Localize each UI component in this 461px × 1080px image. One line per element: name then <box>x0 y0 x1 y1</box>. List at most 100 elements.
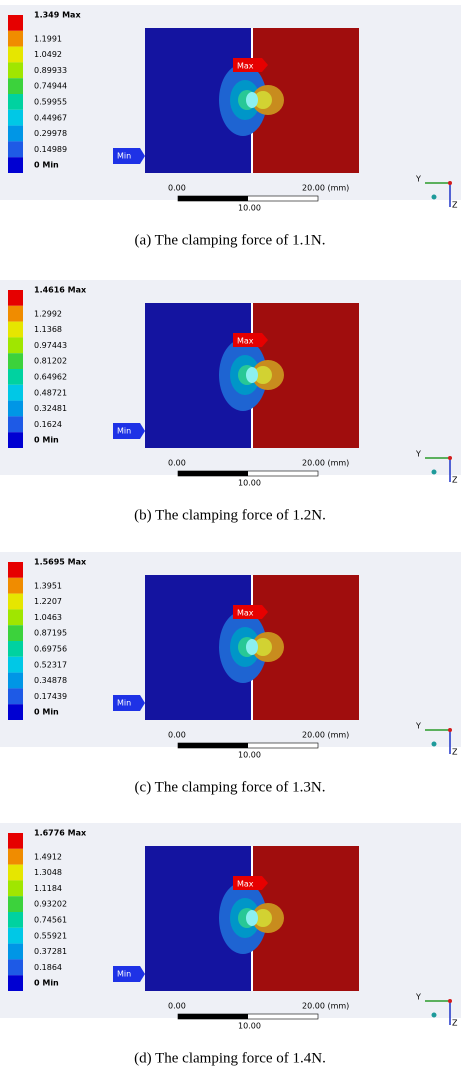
legend-label: 1.4912 <box>34 852 62 861</box>
legend-label: 0.87195 <box>34 629 67 638</box>
legend-label: 1.2207 <box>34 597 62 606</box>
legend-swatch <box>8 401 23 417</box>
legend-swatch <box>8 704 23 720</box>
axis-y-label: Y <box>415 722 421 731</box>
min-tag-label: Min <box>117 152 131 161</box>
legend-label: 1.5695 Max <box>34 558 87 567</box>
legend-swatch <box>8 432 23 448</box>
legend-label: 0.69756 <box>34 645 67 654</box>
max-tag-label: Max <box>237 337 254 346</box>
legend-label: 0.17439 <box>34 692 67 701</box>
scale-bar-half <box>178 471 248 476</box>
legend-label: 1.0492 <box>34 50 62 59</box>
legend-label: 0.55921 <box>34 931 67 940</box>
legend-swatch <box>8 896 23 912</box>
legend-label: 1.349 Max <box>34 11 81 20</box>
scale-mid: 10.00 <box>238 479 261 488</box>
legend-label: 0.48721 <box>34 388 67 397</box>
contour <box>246 92 258 108</box>
legend-label: 0.29978 <box>34 129 67 138</box>
triad-dot <box>432 1013 437 1018</box>
scale-start: 0.00 <box>168 1002 186 1011</box>
triad-dot <box>432 742 437 747</box>
legend-label: 1.1368 <box>34 325 62 334</box>
legend-swatch <box>8 78 23 94</box>
legend-swatch <box>8 15 23 31</box>
scale-bar-half <box>178 743 248 748</box>
legend-label: 1.1991 <box>34 34 62 43</box>
axis-y-label: Y <box>415 450 421 459</box>
legend-label: 0.44967 <box>34 113 67 122</box>
caption: (b) The clamping force of 1.2N. <box>134 507 326 523</box>
legend-swatch <box>8 833 23 849</box>
legend-swatch <box>8 865 23 881</box>
scale-bar-half <box>178 196 248 201</box>
legend-label: 0.14989 <box>34 145 67 154</box>
legend-swatch <box>8 609 23 625</box>
min-tag-label: Min <box>117 970 131 979</box>
legend-swatch <box>8 688 23 704</box>
scale-end: 20.00 (mm) <box>302 731 349 740</box>
scale-start: 0.00 <box>168 459 186 468</box>
legend-label: 0.81202 <box>34 357 67 366</box>
axis-z-label: Z <box>452 476 458 485</box>
legend-swatch <box>8 562 23 578</box>
legend-swatch <box>8 578 23 594</box>
panel: 1.349 Max1.19911.04920.899330.749440.599… <box>0 5 461 248</box>
contour <box>246 910 258 926</box>
legend-label: 1.4616 Max <box>34 286 87 295</box>
legend-label: 1.3951 <box>34 581 62 590</box>
axis-x <box>448 456 452 460</box>
caption: (c) The clamping force of 1.3N. <box>135 779 326 795</box>
legend-swatch <box>8 94 23 110</box>
legend-swatch <box>8 416 23 432</box>
legend-label: 0.34878 <box>34 676 67 685</box>
legend-swatch <box>8 959 23 975</box>
axis-z-label: Z <box>452 748 458 757</box>
legend-swatch <box>8 912 23 928</box>
legend-swatch <box>8 673 23 689</box>
panel: 1.4616 Max1.29921.13680.974430.812020.64… <box>0 280 461 523</box>
panel: 1.5695 Max1.39511.22071.04630.871950.697… <box>0 552 461 795</box>
min-tag-label: Min <box>117 427 131 436</box>
panel: 1.6776 Max1.49121.30481.11840.932020.745… <box>0 823 461 1066</box>
legend-label: 1.1184 <box>34 884 62 893</box>
legend-label: 0.37281 <box>34 947 67 956</box>
legend-label: 0.64962 <box>34 373 67 382</box>
legend-swatch <box>8 641 23 657</box>
legend-label: 0 Min <box>34 708 59 717</box>
legend-label: 0.74561 <box>34 916 67 925</box>
legend-label: 0.1864 <box>34 963 62 972</box>
legend-label: 0.1624 <box>34 420 62 429</box>
scale-end: 20.00 (mm) <box>302 459 349 468</box>
legend-swatch <box>8 157 23 173</box>
triad-dot <box>432 470 437 475</box>
legend-swatch <box>8 353 23 369</box>
legend-swatch <box>8 385 23 401</box>
legend-label: 0.32481 <box>34 404 67 413</box>
triad-dot <box>432 195 437 200</box>
legend-swatch <box>8 928 23 944</box>
min-tag-label: Min <box>117 699 131 708</box>
legend-label: 0 Min <box>34 436 59 445</box>
scale-end: 20.00 (mm) <box>302 184 349 193</box>
scale-mid: 10.00 <box>238 204 261 213</box>
legend-swatch <box>8 594 23 610</box>
caption: (d) The clamping force of 1.4N. <box>134 1050 326 1066</box>
legend-swatch <box>8 47 23 63</box>
axis-z-label: Z <box>452 1019 458 1028</box>
legend-swatch <box>8 290 23 306</box>
legend-swatch <box>8 849 23 865</box>
legend-swatch <box>8 337 23 353</box>
max-tag-label: Max <box>237 62 254 71</box>
scale-mid: 10.00 <box>238 751 261 760</box>
contour <box>246 367 258 383</box>
legend-label: 1.2992 <box>34 309 62 318</box>
legend-swatch <box>8 880 23 896</box>
legend-swatch <box>8 944 23 960</box>
legend-swatch <box>8 141 23 157</box>
scale-start: 0.00 <box>168 184 186 193</box>
legend-swatch <box>8 62 23 78</box>
legend-label: 0 Min <box>34 979 59 988</box>
legend-label: 0.59955 <box>34 98 67 107</box>
